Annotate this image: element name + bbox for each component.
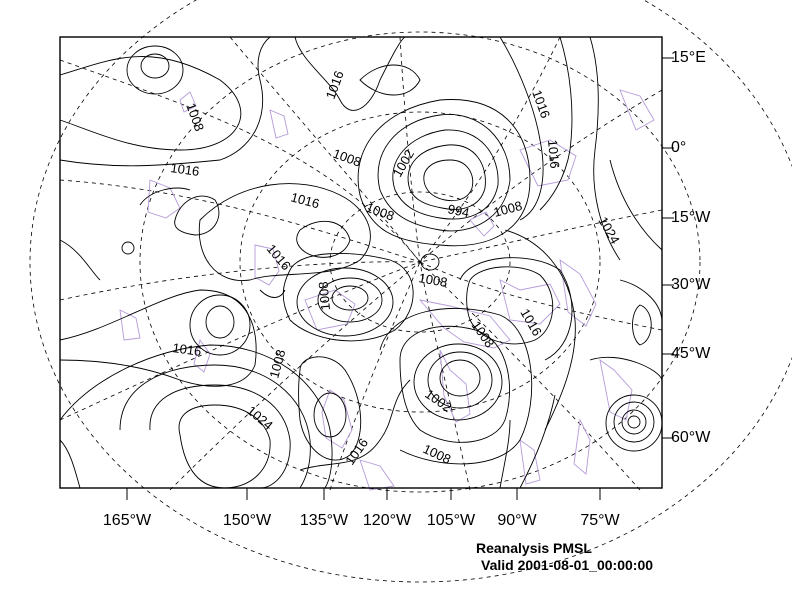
- contour-label: 1016: [323, 69, 347, 101]
- map-title: Reanalysis PMSL: [476, 540, 592, 556]
- contour-label: 1016: [517, 306, 544, 339]
- contour-label: 1016: [170, 160, 201, 179]
- contour-label: 1016: [529, 88, 553, 120]
- contour-label: 1008: [469, 318, 498, 350]
- right-ticks: [662, 57, 674, 439]
- latitude-label: 15°W: [671, 209, 711, 226]
- longitude-label: 135°W: [299, 512, 349, 529]
- latitude-label: 45°W: [671, 345, 711, 362]
- latitude-label: 60°W: [671, 429, 711, 446]
- longitude-label: 120°W: [362, 512, 412, 529]
- latitude-label: 15°E: [671, 49, 706, 66]
- bottom-ticks: [126, 488, 601, 500]
- longitude-label: 75°W: [580, 512, 620, 529]
- longitude-label: 150°W: [222, 512, 272, 529]
- contour-label: 1008: [331, 146, 363, 170]
- contour-label: 1008: [266, 348, 288, 380]
- contour-label: 1016: [545, 139, 562, 169]
- coastlines: [119, 89, 655, 491]
- contour-label: 1016: [172, 340, 203, 359]
- contour-label: 1008: [417, 270, 448, 290]
- isobars: [59, 36, 663, 489]
- contour-label: 994: [446, 201, 470, 220]
- contour-label: 1024: [595, 214, 622, 247]
- contour-label: 1008: [492, 198, 524, 220]
- contour-label: 1002: [422, 386, 454, 415]
- latitude-label: 30°W: [671, 276, 711, 293]
- contour-label: 1008: [421, 441, 454, 467]
- map-border: [59, 36, 663, 489]
- graticule: [29, 0, 792, 583]
- longitude-label: 105°W: [426, 512, 476, 529]
- longitude-label: 90°W: [497, 512, 537, 529]
- contour-label: 1008: [316, 281, 333, 311]
- contour-label: 1008: [364, 200, 396, 224]
- contour-label: 1008: [183, 101, 207, 133]
- latitude-label: 0°: [671, 139, 687, 156]
- contour-label: 1016: [289, 189, 321, 211]
- valid-time: Valid 2001-08-01_00:00:00: [481, 557, 654, 573]
- longitude-label: 165°W: [102, 512, 152, 529]
- contour-label: 1024: [244, 403, 276, 433]
